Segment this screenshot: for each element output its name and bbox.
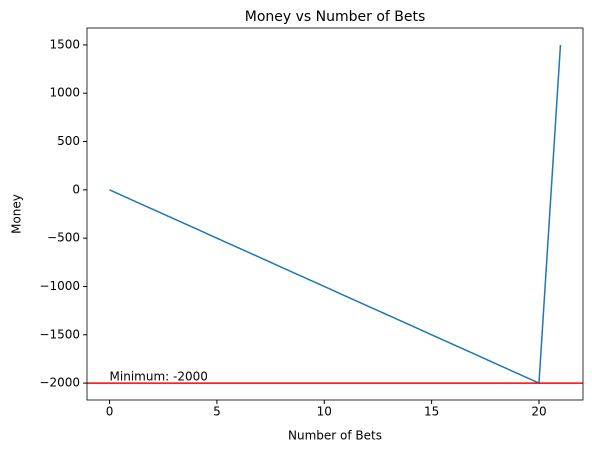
chart-title: Money vs Number of Bets [245,9,426,25]
y-tick-label: 1000 [49,86,80,100]
annotation: Minimum: -2000 [110,370,208,384]
x-tick-label: 0 [106,405,114,419]
y-tick-label: −2000 [39,376,80,390]
x-tick-label: 20 [531,405,546,419]
y-tick-label: −1500 [39,327,80,341]
y-tick-label: 500 [57,134,80,148]
y-tick-label: 1500 [49,37,80,51]
x-axis-label: Number of Bets [288,429,382,443]
x-tick-label: 5 [213,405,221,419]
x-tick-label: 10 [317,405,332,419]
y-tick-label: 0 [72,182,80,196]
y-axis-label: Money [10,194,24,234]
plot-frame [86,27,584,401]
y-tick-label: −1000 [39,279,80,293]
y-tick-label: −500 [47,231,80,245]
data-line [109,44,562,385]
x-tick-label: 15 [424,405,439,419]
